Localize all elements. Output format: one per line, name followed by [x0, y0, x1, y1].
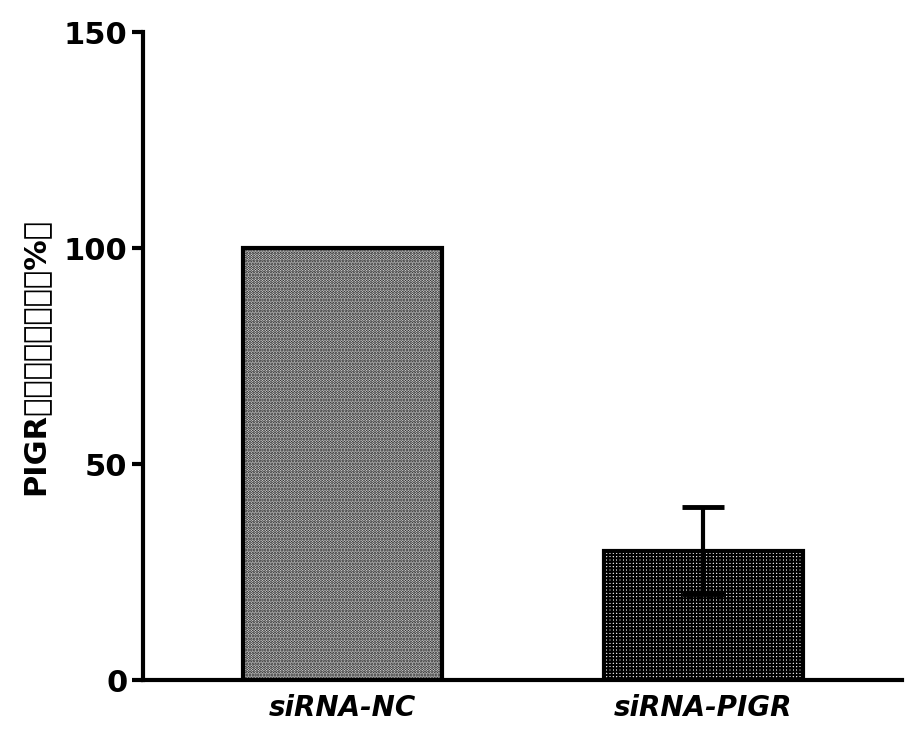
Bar	[604, 551, 803, 681]
Y-axis label: PIGR蛋白相对表达量（%）: PIGR蛋白相对表达量（%）	[21, 218, 50, 495]
Bar	[243, 248, 441, 681]
